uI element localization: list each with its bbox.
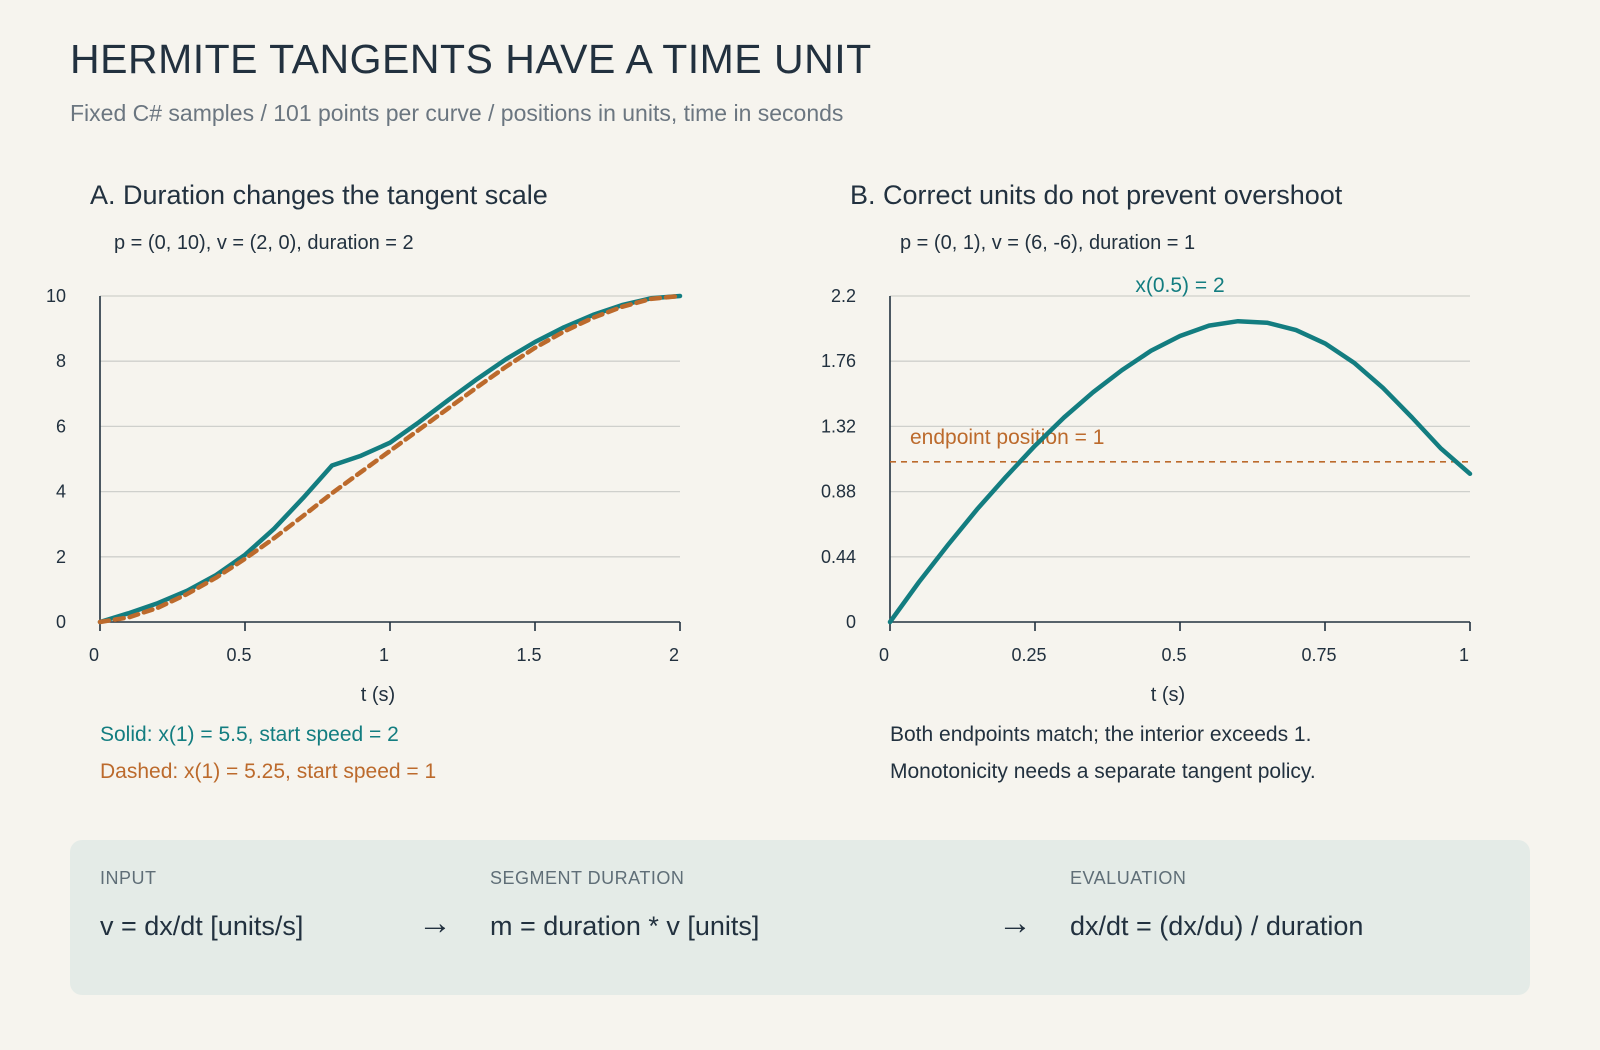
chart-title: B. Correct units do not prevent overshoo… [850,180,1343,210]
peak-annotation: x(0.5) = 2 [1135,274,1224,297]
chart-note: Monotonicity needs a separate tangent po… [890,760,1316,783]
x-tick-label: 1 [379,645,389,665]
x-tick-label: 1 [1459,645,1469,665]
flow-step-evaluation: EVALUATION dx/dt = (dx/du) / duration [1070,868,1363,942]
x-tick-label: 1.5 [516,645,541,665]
flow-input-heading: INPUT [100,868,157,888]
chart-note: Both endpoints match; the interior excee… [890,723,1311,746]
x-tick-label: 0.5 [1161,645,1186,665]
x-tick-label: 0 [89,645,99,665]
flow-step-duration: SEGMENT DURATION m = duration * v [units… [490,868,759,942]
solid-series-line [887,318,1473,625]
flow-arrow-icon: → [418,904,452,942]
flow-duration-formula: m = duration * v [units] [490,911,760,941]
x-tick-label: 0.75 [1301,645,1336,665]
chart-title: A. Duration changes the tangent scale [90,180,548,210]
flow-evaluation-formula: dx/dt = (dx/du) / duration [1070,911,1364,941]
page-title: HERMITE TANGENTS HAVE A TIME UNIT [70,36,872,82]
y-tick-label: 0 [846,612,856,632]
y-tick-label: 1.32 [821,416,856,436]
page-subtitle: Fixed C# samples / 101 points per curve … [70,100,844,126]
unit-flow-panel: INPUT v = dx/dt [units/s] → SEGMENT DURA… [70,840,1530,995]
flow-duration-heading: SEGMENT DURATION [490,868,685,888]
y-tick-label: 6 [56,416,66,436]
x-axis-label: t (s) [1151,684,1185,706]
chart-note: Dashed: x(1) = 5.25, start speed = 1 [100,760,436,783]
solid-series-line [97,293,683,625]
y-tick-label: 2 [56,547,66,567]
y-tick-label: 0.88 [821,482,856,502]
y-tick-label: 2.2 [831,286,856,306]
x-tick-label: 2 [669,645,679,665]
flow-arrow-icon: → [998,904,1032,942]
chart-subtitle: p = (0, 1), v = (6, -6), duration = 1 [900,232,1195,254]
y-tick-label: 4 [56,482,66,502]
x-tick-label: 0.5 [226,645,251,665]
dashed-series-line [97,293,683,625]
charts-canvas: A. Duration changes the tangent scale p =… [46,180,1473,783]
y-tick-label: 8 [56,351,66,371]
flow-step-input: INPUT v = dx/dt [units/s] [100,868,303,942]
chart-subtitle: p = (0, 10), v = (2, 0), duration = 2 [114,232,414,254]
flow-input-formula: v = dx/dt [units/s] [100,911,304,941]
chart-note: Solid: x(1) = 5.5, start speed = 2 [100,723,399,746]
x-tick-label: 0 [879,645,889,665]
flow-evaluation-heading: EVALUATION [1070,868,1187,888]
x-tick-label: 0.25 [1011,645,1046,665]
y-tick-label: 0.44 [821,547,856,567]
y-tick-label: 10 [46,286,66,306]
y-tick-label: 1.76 [821,351,856,371]
x-axis-label: t (s) [361,684,395,706]
y-tick-label: 0 [56,612,66,632]
reference-line-label: endpoint position = 1 [910,426,1104,449]
